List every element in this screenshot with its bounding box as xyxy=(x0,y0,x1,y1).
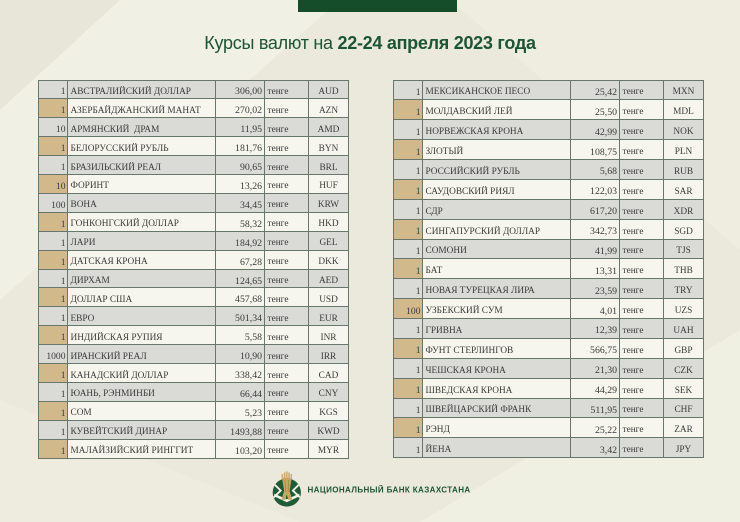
svg-text:НАЦИОНАЛЬНЫЙ БАНК КАЗАХСТАНА: НАЦИОНАЛЬНЫЙ БАНК КАЗАХСТАНА xyxy=(308,486,471,495)
